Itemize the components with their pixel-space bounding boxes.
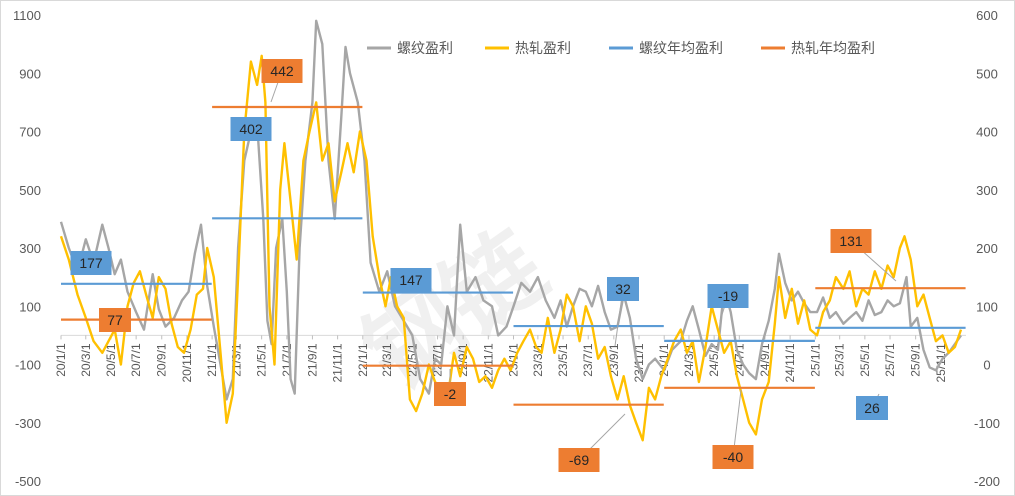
- x-tick-label: 21/1/1: [205, 343, 219, 377]
- y-right-tick-label: 200: [976, 241, 998, 256]
- x-tick-label: 25/9/1: [909, 343, 923, 377]
- data-label-box: [99, 308, 131, 332]
- y-right-tick-label: 600: [976, 8, 998, 23]
- x-tick-label: 22/11/1: [481, 343, 495, 382]
- y-left-tick-label: 700: [19, 125, 41, 140]
- legend-entry-label: 热轧盈利: [515, 41, 571, 57]
- x-tick-label: 24/11/1: [783, 343, 797, 382]
- y-right-tick-label: 100: [976, 299, 998, 314]
- x-tick-label: 23/5/1: [556, 343, 570, 377]
- x-tick-label: 25/7/1: [883, 343, 897, 377]
- data-label-value: 131: [839, 233, 863, 249]
- data-label-box: [390, 268, 432, 292]
- x-tick-label: 21/5/1: [255, 343, 269, 377]
- hot-rolled-profit-line: [59, 54, 963, 442]
- y-left-tick-label: 300: [19, 241, 41, 256]
- data-label-box: [70, 251, 112, 275]
- data-label-box: [261, 59, 303, 83]
- data-label-value: 402: [239, 121, 263, 137]
- series-lines: [59, 19, 963, 442]
- data-label-value: 32: [615, 281, 631, 297]
- x-tick-label: 20/3/1: [79, 343, 93, 377]
- x-tick-label: 24/1/1: [657, 343, 671, 377]
- y-right-tick-label: 300: [976, 183, 998, 198]
- legend-entry-label: 螺纹年均盈利: [639, 41, 723, 57]
- x-tick-label: 20/11/1: [180, 343, 194, 382]
- data-label-box: [830, 229, 872, 253]
- legend: 螺纹盈利 热轧盈利 螺纹年均盈利 热轧年均盈利: [367, 41, 875, 57]
- y-right-tick-label: -100: [974, 416, 1000, 431]
- axes: 1100 900 700 500 300 100 -100 -300 -500 600 500 400…: [13, 8, 1000, 489]
- data-label-box: [230, 117, 272, 141]
- x-tick-label: 21/7/1: [280, 343, 294, 377]
- x-tick-label: 21/3/1: [229, 343, 243, 377]
- data-label-value: 77: [107, 312, 123, 328]
- data-label-box: [558, 448, 600, 472]
- x-tick-label: 23/7/1: [581, 343, 595, 377]
- y-left-tick-label: 500: [19, 183, 41, 198]
- data-label-value: -19: [718, 288, 738, 304]
- data-label-box: [707, 284, 749, 308]
- data-label-value: -40: [723, 449, 743, 465]
- x-tick-label: 21/11/1: [331, 343, 345, 382]
- y-left-tick-label: -500: [15, 474, 41, 489]
- x-tick-label: 25/5/1: [858, 343, 872, 377]
- y-left-tick-label: 1100: [13, 8, 41, 23]
- data-label-value: -69: [569, 452, 589, 468]
- x-tick-label: 20/1/1: [54, 343, 68, 377]
- data-label-value: 147: [399, 272, 423, 288]
- y-left-tick-label: -300: [15, 416, 41, 431]
- rebar-profit-line: [59, 19, 962, 401]
- data-label-box: [434, 382, 466, 406]
- x-tick-label: 22/3/1: [380, 343, 394, 377]
- data-label-value: 26: [864, 400, 880, 416]
- x-tick-label: 21/9/1: [305, 343, 319, 377]
- x-tick-label: 20/7/1: [129, 343, 143, 377]
- data-label-box: [856, 396, 888, 420]
- y-right-tick-label: -200: [974, 474, 1000, 489]
- y-right-tick-label: 500: [976, 66, 998, 81]
- x-tick-label: 25/3/1: [833, 343, 847, 377]
- y-right-tick-label: 400: [976, 125, 998, 140]
- x-tick-label: 20/5/1: [104, 343, 118, 377]
- legend-entry-label: 热轧年均盈利: [791, 41, 875, 57]
- y-left-tick-label: 900: [19, 66, 41, 81]
- x-tick-label: 25/1/1: [808, 343, 822, 377]
- data-label-box: [712, 445, 754, 469]
- data-label-value: -2: [444, 386, 457, 402]
- y-left-tick-label: 100: [19, 299, 41, 314]
- x-tick-label: 20/9/1: [155, 343, 169, 377]
- data-label-box: [607, 277, 639, 301]
- x-tick-label: 24/5/1: [707, 343, 721, 377]
- data-label-value: 442: [270, 63, 294, 79]
- legend-entry-label: 螺纹盈利: [397, 41, 453, 57]
- y-right-tick-label: 0: [983, 358, 990, 373]
- data-label-value: 177: [79, 255, 103, 271]
- y-left-tick-label: -100: [15, 358, 41, 373]
- x-tick-label: 22/1/1: [356, 343, 370, 377]
- average-lines: [61, 105, 966, 406]
- data-labels: 177 402 147 32 -19 26 77 442 -2 -69 -40 131: [70, 59, 897, 472]
